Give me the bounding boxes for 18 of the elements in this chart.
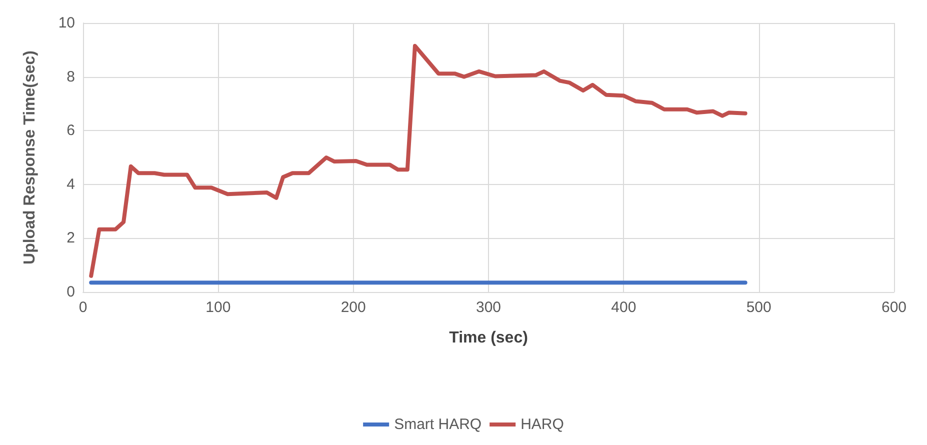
y-tick-label: 4	[66, 176, 75, 193]
x-tick-label: 0	[78, 299, 88, 316]
x-tick-label: 100	[206, 299, 231, 316]
y-axis-title: Upload Response Time(sec)	[22, 50, 38, 264]
x-tick-label: 500	[746, 299, 772, 316]
x-tick-label: 400	[611, 299, 636, 316]
line-series	[89, 44, 748, 278]
x-tick-label: 600	[881, 299, 907, 316]
y-tick-label: 10	[58, 14, 75, 32]
y-tick-label: 2	[66, 230, 75, 247]
legend-label: Smart HARQ	[394, 416, 482, 433]
x-axis-title: Time (sec)	[449, 330, 528, 346]
x-tick-label: 300	[476, 299, 502, 316]
y-tick-label: 8	[66, 68, 75, 86]
x-tick-label: 200	[340, 299, 366, 316]
y-tick-label: 0	[66, 284, 75, 300]
legend-label: HARQ	[520, 416, 564, 433]
y-tick-label: 6	[66, 122, 75, 140]
